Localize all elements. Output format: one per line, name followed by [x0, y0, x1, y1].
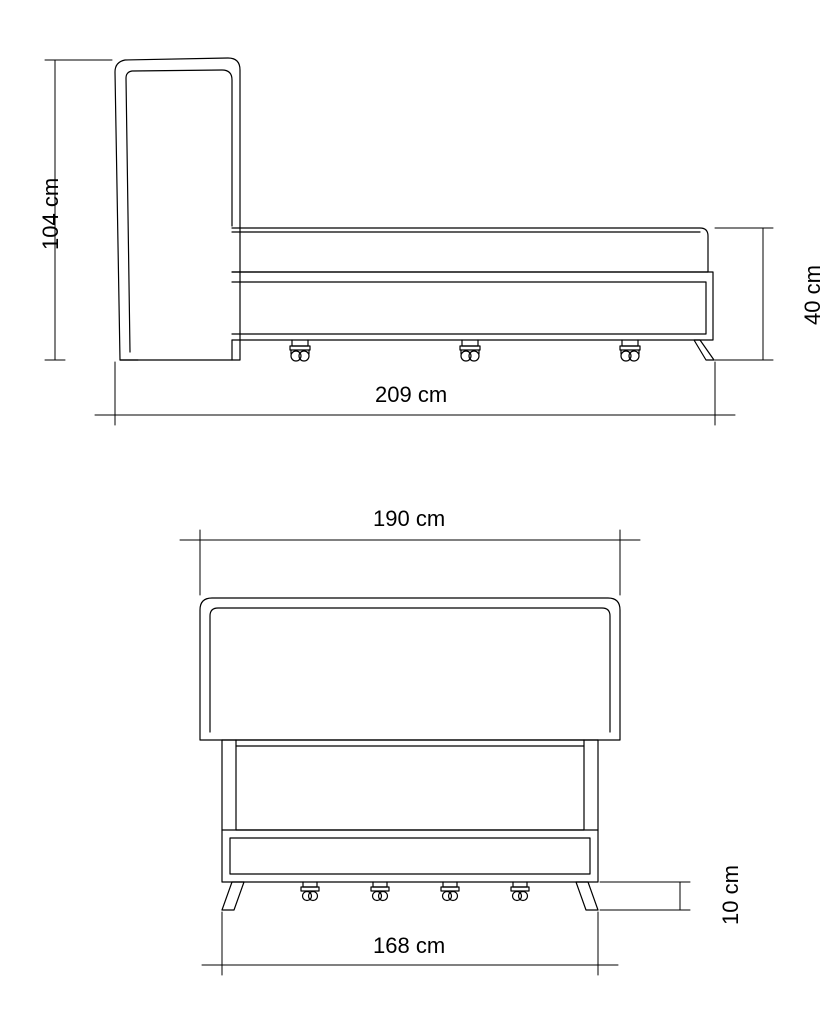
- page: 104 cm 40 cm 209 cm: [0, 0, 825, 1024]
- dim-label-height-base: 40 cm: [800, 265, 825, 325]
- dim-label-width-inner: 190 cm: [373, 506, 445, 532]
- dim-label-height-total: 104 cm: [38, 178, 64, 250]
- dim-label-leg-height: 10 cm: [718, 865, 744, 925]
- dim-label-width-total: 168 cm: [373, 933, 445, 959]
- dim-label-length-total: 209 cm: [375, 382, 447, 408]
